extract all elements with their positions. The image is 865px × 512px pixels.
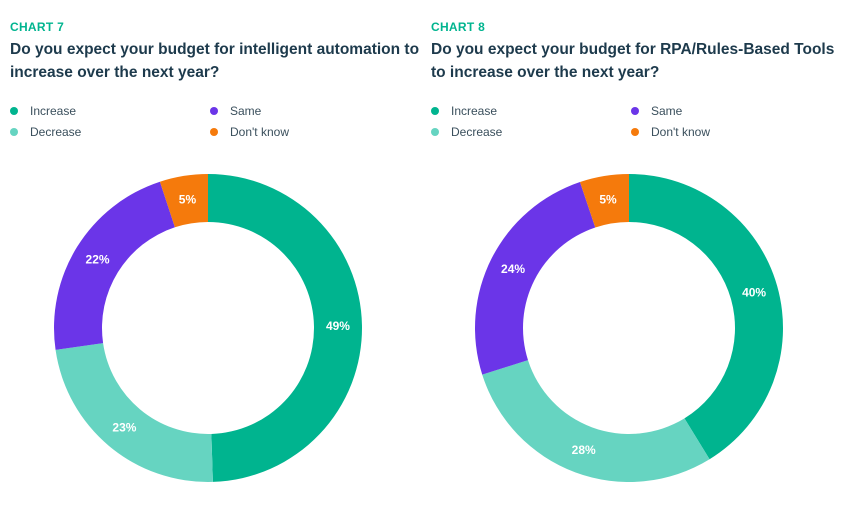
donut-slice-increase — [208, 174, 362, 482]
legend-label: Same — [230, 104, 262, 118]
legend-item-decrease: Decrease — [10, 125, 81, 139]
legend-label: Increase — [451, 104, 498, 118]
legend-item-dont-know: Don't know — [210, 125, 289, 139]
legend-dot-same — [631, 107, 639, 115]
legend-dot-same — [210, 107, 218, 115]
legend-dot-dont-know — [631, 128, 639, 136]
legend-label: Decrease — [30, 125, 82, 139]
legend-dot-increase — [10, 107, 18, 115]
legend-item-same: Same — [631, 104, 682, 118]
donut-slice-don-t-know — [579, 174, 629, 228]
legend-dot-decrease — [431, 128, 439, 136]
chart-label: CHART 7 — [10, 20, 65, 34]
donut-chart: 40% 28% 24% 5% — [475, 174, 783, 482]
legend-item-dont-know: Don't know — [631, 125, 710, 139]
slice-value-label: 28% — [572, 443, 596, 457]
chart-legend: Increase Decrease Same Don't know — [431, 104, 851, 148]
chart-title: Do you expect your budget for RPA/Rules-… — [431, 41, 835, 81]
chart-8-panel: CHART 8 Do you expect your budget for RP… — [431, 0, 851, 512]
chart-legend: Increase Decrease Same Don't know — [10, 104, 430, 148]
slice-value-label: 22% — [86, 252, 110, 266]
donut-slice-same — [475, 182, 596, 375]
slice-value-label: 5% — [179, 193, 197, 207]
slice-value-label: 5% — [599, 193, 617, 207]
donut-slice-don-t-know — [159, 174, 208, 228]
donut-slice-decrease — [482, 360, 710, 482]
legend-item-decrease: Decrease — [431, 125, 502, 139]
legend-item-increase: Increase — [10, 104, 76, 118]
legend-item-increase: Increase — [431, 104, 497, 118]
donut-slice-increase — [629, 174, 783, 460]
slice-value-label: 23% — [112, 421, 136, 435]
legend-label: Decrease — [451, 125, 503, 139]
slice-value-label: 49% — [326, 319, 350, 333]
donut-chart: 49% 23% 22% 5% — [54, 174, 362, 482]
legend-label: Don't know — [230, 125, 289, 139]
legend-dot-dont-know — [210, 128, 218, 136]
chart-7-panel: CHART 7 Do you expect your budget for in… — [10, 0, 430, 512]
donut-slice-decrease — [55, 343, 213, 482]
legend-dot-decrease — [10, 128, 18, 136]
chart-title: Do you expect your budget for intelligen… — [10, 41, 420, 81]
legend-label: Don't know — [651, 125, 710, 139]
slice-value-label: 24% — [501, 262, 525, 276]
chart-label: CHART 8 — [431, 20, 486, 34]
slice-value-label: 40% — [742, 286, 766, 300]
legend-label: Same — [651, 104, 683, 118]
legend-label: Increase — [30, 104, 77, 118]
donut-slice-same — [54, 181, 175, 350]
legend-dot-increase — [431, 107, 439, 115]
legend-item-same: Same — [210, 104, 261, 118]
